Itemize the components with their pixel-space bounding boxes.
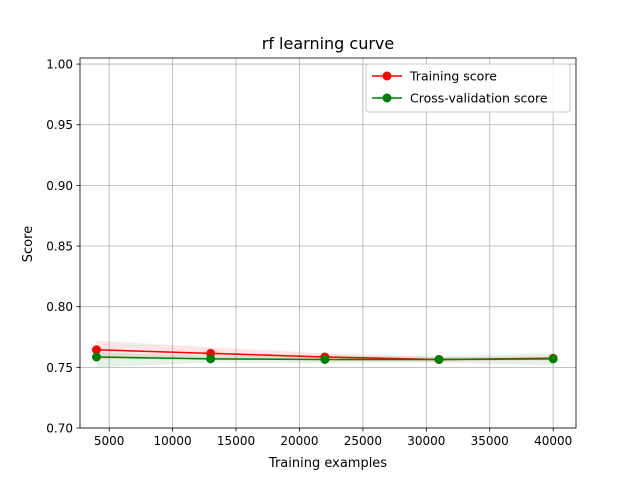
y-tick-label: 0.70 [46,422,73,436]
y-axis-label: Score [21,226,36,262]
plot-area: 5000 10000 15000 20000 25000 30000 35000 40000 0… [46,57,577,448]
data-point-cross-validation [548,354,558,364]
x-tick-label: 10000 [154,434,192,448]
legend: Training score Cross-validation score [365,63,571,113]
x-tick-label: 5000 [94,434,125,448]
x-tick-label: 15000 [217,434,255,448]
legend-marker-training [382,71,392,81]
x-tick-label: 30000 [407,434,445,448]
data-point-cross-validation [320,354,330,364]
x-tick-label: 35000 [471,434,509,448]
x-axis-label: Training examples [268,456,387,471]
x-tick-label: 20000 [280,434,318,448]
x-tick-label: 40000 [534,434,572,448]
y-tick-label: 0.95 [46,118,73,132]
legend-box [365,63,571,113]
y-tick-label: 0.80 [46,300,73,314]
data-point-cross-validation [434,354,444,364]
y-tick-label: 0.75 [46,361,73,375]
legend-label-cross-validation: Cross-validation score [410,91,548,106]
legend-label-training: Training score [409,69,497,84]
legend-marker-cross-validation [382,93,392,103]
data-point-cross-validation [91,352,101,362]
data-point-cross-validation [206,354,216,364]
x-tick-label: 25000 [344,434,382,448]
chart-title: rf learning curve [262,34,394,53]
y-tick-label: 0.85 [46,240,73,254]
y-tick-label: 0.90 [46,179,73,193]
axes-frame [79,57,577,429]
plot-background [80,58,576,428]
y-tick-label: 1.00 [46,58,73,72]
